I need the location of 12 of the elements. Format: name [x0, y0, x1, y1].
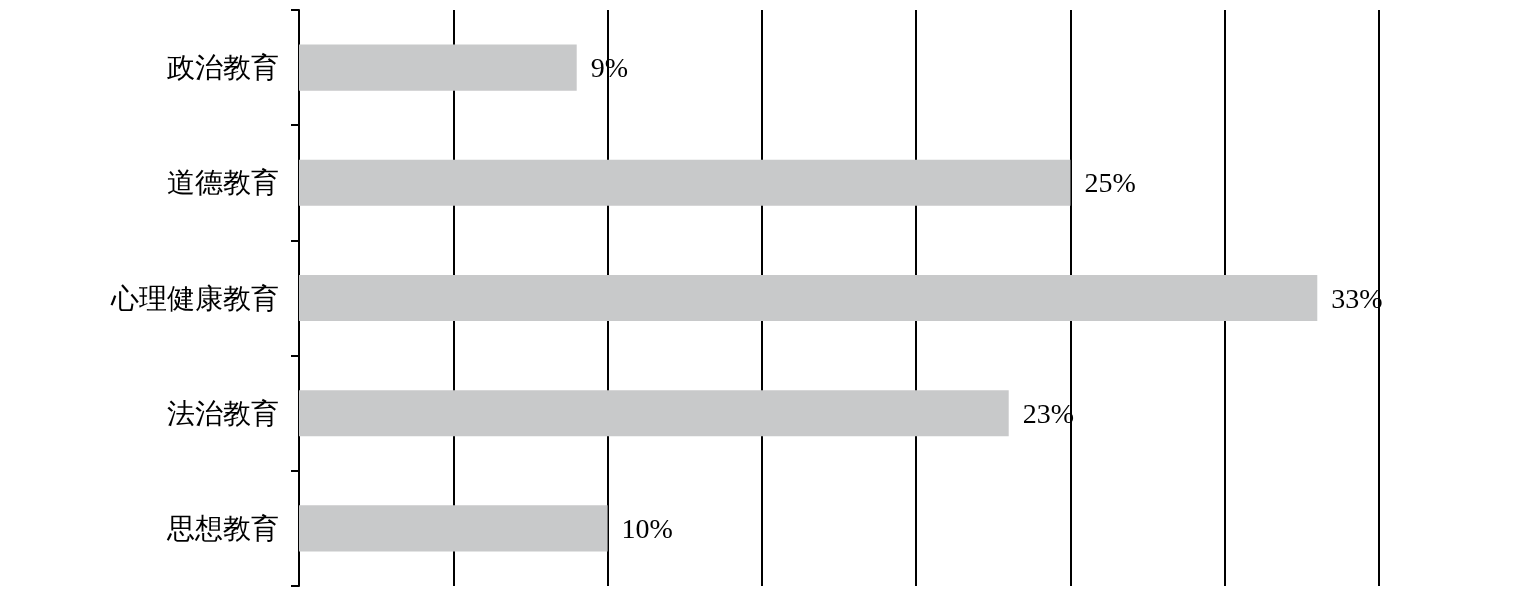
bar [299, 159, 1071, 206]
bar [299, 274, 1318, 322]
bar [299, 505, 608, 552]
bar [299, 390, 1009, 437]
y-tick-label: 思想教育 [166, 512, 279, 544]
y-tick-label: 法治教育 [167, 397, 279, 429]
y-tick-label: 道德教育 [167, 167, 279, 199]
bar [299, 44, 577, 91]
data-label: 10% [621, 512, 673, 544]
data-label: 25% [1084, 167, 1136, 199]
y-tick-label: 政治教育 [167, 52, 279, 84]
y-tick-label: 心理健康教育 [110, 282, 279, 314]
